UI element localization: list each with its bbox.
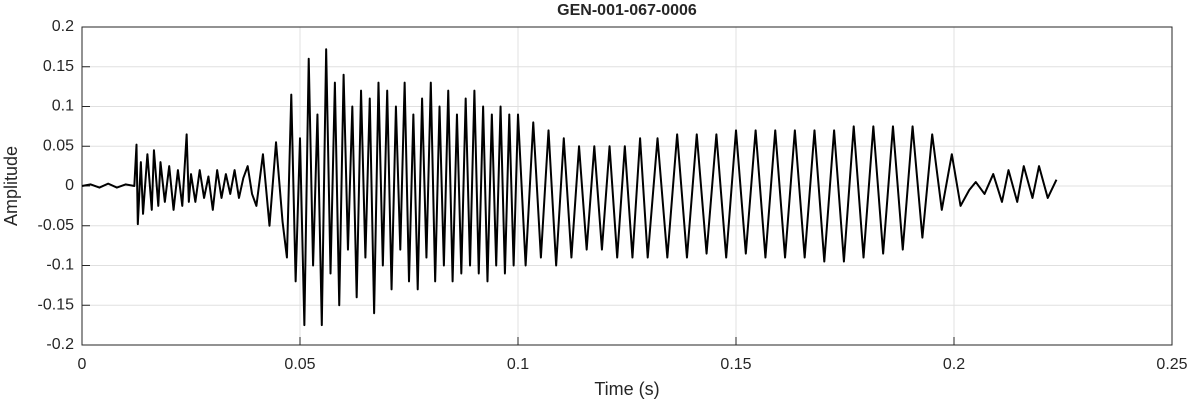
x-tick-label: 0.2 (943, 356, 965, 373)
x-tick-label: 0.1 (507, 356, 529, 373)
y-tick-label: -0.1 (46, 257, 74, 274)
x-tick-label: 0 (78, 356, 87, 373)
y-tick-label: 0.2 (52, 18, 74, 35)
y-tick-label: 0 (65, 177, 74, 194)
x-tick-label: 0.25 (1156, 356, 1187, 373)
y-tick-label: -0.15 (38, 296, 75, 313)
y-tick-label: -0.2 (46, 336, 74, 353)
y-tick-label: 0.05 (43, 137, 74, 154)
x-tick-label: 0.05 (284, 356, 315, 373)
y-tick-label: 0.15 (43, 58, 74, 75)
x-axis-label: Time (s) (594, 379, 659, 399)
x-tick-label: 0.15 (720, 356, 751, 373)
waveform (81, 48, 1058, 327)
y-tick-label: 0.1 (52, 98, 74, 115)
y-axis-label: Amplitude (1, 146, 21, 226)
y-tick-label: -0.05 (38, 217, 75, 234)
chart-title: GEN-001-067-0006 (557, 2, 697, 19)
